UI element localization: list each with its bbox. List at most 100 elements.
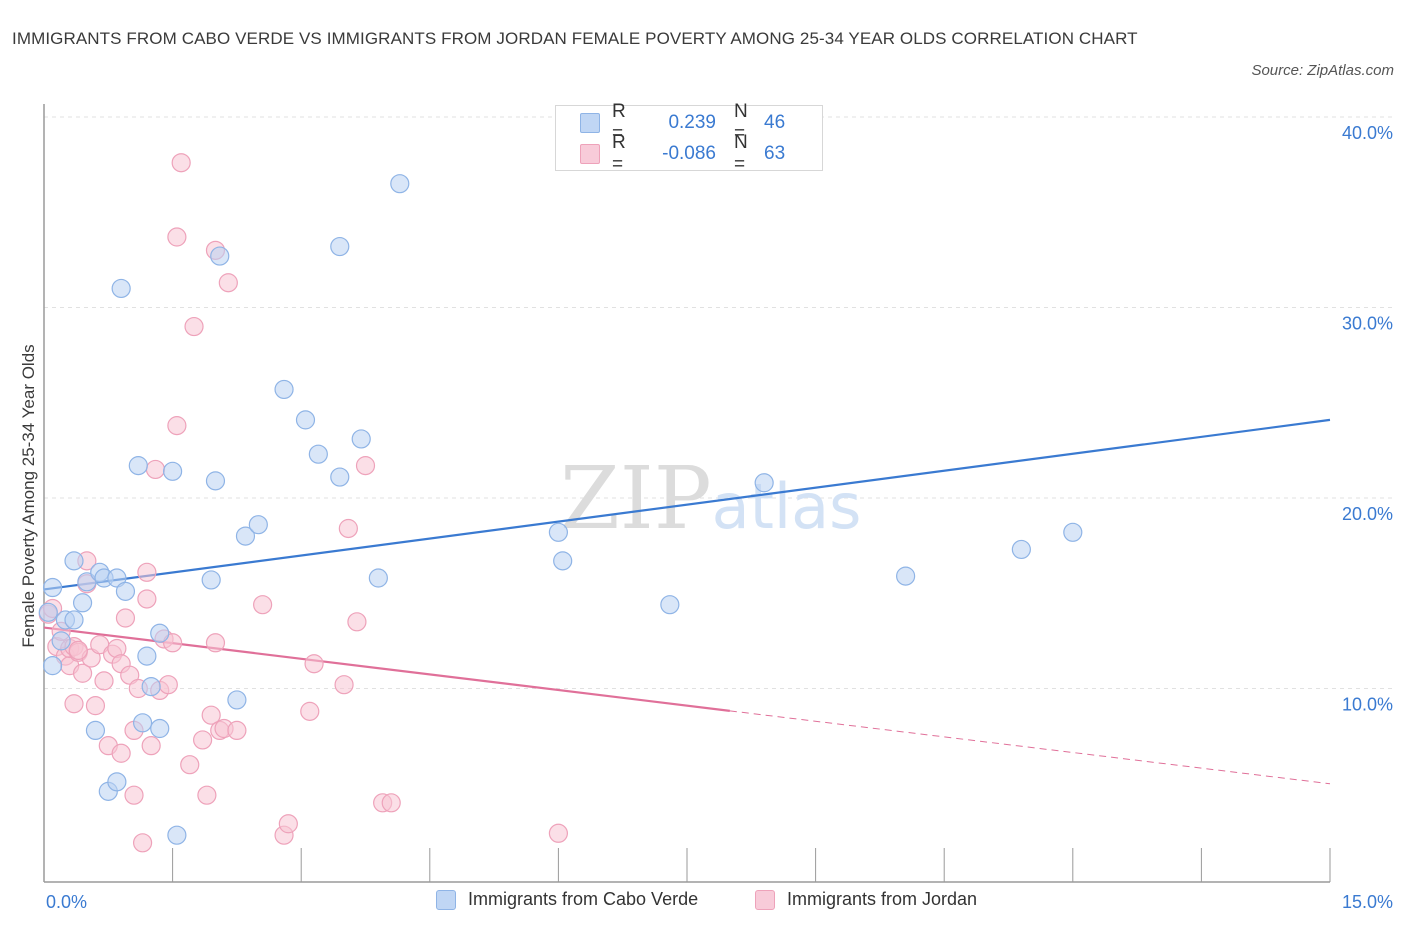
point-jordan bbox=[120, 665, 140, 685]
point-jordan bbox=[184, 316, 204, 337]
point-cabo-verde bbox=[896, 566, 916, 586]
x-tick-label: 0.0% bbox=[46, 892, 87, 912]
grid-lines bbox=[44, 116, 1395, 689]
legend-n-value: 63 bbox=[764, 143, 786, 164]
point-jordan bbox=[94, 671, 114, 691]
point-cabo-verde bbox=[64, 610, 84, 630]
point-jordan bbox=[548, 823, 569, 843]
point-cabo-verde bbox=[132, 713, 153, 733]
point-cabo-verde bbox=[1011, 539, 1031, 560]
point-jordan bbox=[253, 595, 273, 615]
chart-title: IMMIGRANTS FROM CABO VERDE VS IMMIGRANTS… bbox=[12, 29, 1138, 48]
legend-swatch-blue bbox=[436, 889, 456, 910]
legend-swatch-pink bbox=[755, 889, 775, 910]
point-cabo-verde bbox=[754, 473, 774, 493]
point-jordan bbox=[381, 793, 401, 813]
point-jordan bbox=[167, 416, 187, 436]
point-cabo-verde bbox=[553, 551, 573, 571]
y-tick-label: 30.0% bbox=[1342, 314, 1393, 334]
point-jordan bbox=[300, 701, 320, 721]
point-cabo-verde bbox=[107, 568, 127, 588]
legend-r-label: R = bbox=[612, 101, 626, 144]
point-jordan bbox=[304, 654, 324, 674]
point-cabo-verde bbox=[42, 577, 63, 598]
point-cabo-verde bbox=[390, 174, 410, 194]
point-jordan bbox=[137, 589, 157, 609]
x-tick-label: 15.0% bbox=[1342, 892, 1393, 912]
point-jordan bbox=[227, 720, 247, 741]
point-cabo-verde bbox=[205, 471, 226, 491]
point-cabo-verde bbox=[330, 467, 350, 487]
point-cabo-verde bbox=[274, 379, 294, 400]
series-legend: Immigrants from Cabo Verde Immigrants fr… bbox=[0, 889, 1406, 915]
legend-n-label: N = bbox=[734, 101, 748, 144]
x-tick-labels: 0.0% 15.0% bbox=[46, 892, 1393, 912]
legend-label: Immigrants from Jordan bbox=[787, 889, 978, 909]
point-cabo-verde bbox=[115, 581, 136, 601]
point-jordan bbox=[163, 633, 183, 653]
point-cabo-verde bbox=[660, 595, 680, 615]
point-jordan bbox=[68, 640, 88, 661]
point-jordan bbox=[85, 696, 106, 716]
point-jordan bbox=[355, 456, 376, 476]
point-cabo-verde bbox=[51, 631, 71, 651]
point-jordan bbox=[171, 153, 191, 173]
point-cabo-verde bbox=[163, 461, 183, 481]
legend-item-cabo-verde[interactable]: Immigrants from Cabo Verde bbox=[436, 889, 698, 910]
axes bbox=[43, 104, 1331, 883]
y-tick-label: 20.0% bbox=[1342, 504, 1393, 524]
point-jordan bbox=[124, 785, 144, 805]
point-cabo-verde bbox=[330, 236, 350, 257]
point-jordan bbox=[180, 755, 200, 775]
point-jordan bbox=[193, 730, 213, 750]
point-jordan bbox=[338, 518, 358, 539]
point-jordan bbox=[141, 736, 161, 756]
point-cabo-verde bbox=[351, 429, 371, 449]
point-cabo-verde bbox=[227, 690, 247, 710]
point-cabo-verde bbox=[141, 676, 161, 697]
legend-r-label: R = bbox=[612, 132, 626, 175]
point-jordan bbox=[137, 562, 157, 582]
legend-item-jordan[interactable]: Immigrants from Jordan bbox=[755, 889, 977, 910]
point-cabo-verde bbox=[368, 568, 388, 588]
point-cabo-verde bbox=[235, 526, 256, 546]
point-jordan bbox=[197, 785, 217, 805]
y-axis-label: Female Poverty Among 25-34 Year Olds bbox=[19, 344, 38, 647]
point-jordan bbox=[111, 743, 131, 763]
point-cabo-verde bbox=[64, 551, 84, 571]
point-cabo-verde bbox=[128, 456, 148, 476]
point-cabo-verde bbox=[42, 656, 63, 676]
source-label: Source: ZipAtlas.com bbox=[1251, 62, 1394, 79]
point-cabo-verde bbox=[111, 278, 131, 299]
legend-swatch-pink bbox=[580, 144, 600, 164]
point-cabo-verde bbox=[210, 246, 230, 266]
legend-n-value: 46 bbox=[764, 112, 786, 133]
point-jordan bbox=[201, 705, 221, 725]
point-cabo-verde bbox=[308, 444, 328, 464]
point-jordan bbox=[278, 814, 298, 834]
trend-line-jordan-extrapolated bbox=[729, 710, 1331, 785]
point-jordan bbox=[205, 633, 226, 653]
legend-n-label: N = bbox=[734, 132, 748, 175]
correlation-legend: R = 0.239 N = 46 R = -0.086 N = 63 bbox=[555, 101, 823, 175]
point-cabo-verde bbox=[72, 593, 93, 613]
y-tick-label: 40.0% bbox=[1342, 123, 1393, 143]
point-jordan bbox=[64, 694, 84, 714]
point-cabo-verde bbox=[1063, 522, 1083, 542]
point-cabo-verde bbox=[548, 522, 569, 542]
point-jordan bbox=[158, 675, 178, 695]
point-cabo-verde bbox=[248, 515, 268, 535]
watermark: ZIPatlas bbox=[560, 449, 861, 549]
point-cabo-verde bbox=[107, 772, 127, 792]
point-jordan bbox=[334, 675, 354, 695]
point-cabo-verde bbox=[150, 718, 170, 739]
point-jordan bbox=[218, 273, 238, 293]
point-jordan bbox=[347, 612, 367, 632]
point-cabo-verde bbox=[201, 570, 221, 590]
data-points bbox=[38, 153, 1083, 853]
point-cabo-verde bbox=[85, 720, 106, 741]
point-cabo-verde bbox=[295, 410, 316, 430]
point-jordan bbox=[115, 608, 136, 628]
point-jordan bbox=[132, 833, 153, 853]
